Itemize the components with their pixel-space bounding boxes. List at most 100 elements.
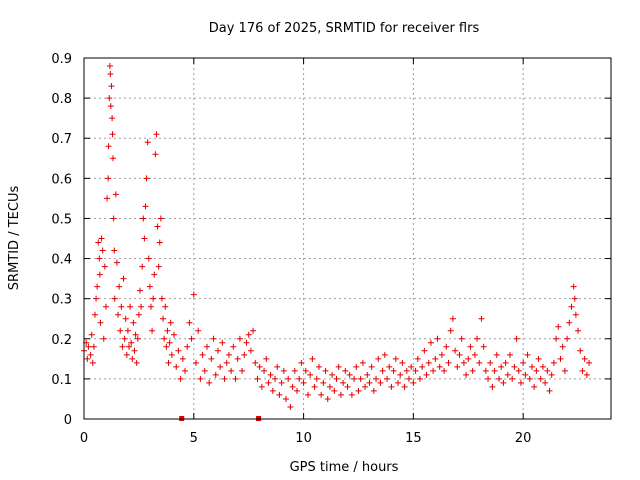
data-point — [254, 375, 261, 382]
x-tick-label: 20 — [515, 431, 532, 446]
data-point — [102, 303, 109, 310]
data-point — [566, 319, 573, 326]
data-point — [561, 367, 568, 374]
data-point — [177, 375, 184, 382]
data-point — [476, 359, 483, 366]
data-point — [252, 359, 259, 366]
data-point — [436, 363, 443, 370]
data-point — [550, 359, 557, 366]
data-point — [105, 175, 112, 182]
data-point — [504, 371, 511, 378]
data-point — [190, 291, 197, 298]
data-point — [236, 335, 243, 342]
data-point — [112, 191, 119, 198]
data-point — [405, 375, 412, 382]
data-point — [141, 235, 148, 242]
y-tick-label: 0.9 — [51, 52, 72, 67]
data-point — [366, 379, 373, 386]
data-point — [206, 379, 213, 386]
data-point — [208, 355, 215, 362]
data-point — [245, 331, 252, 338]
data-point — [408, 363, 415, 370]
data-point — [390, 367, 397, 374]
data-point — [162, 303, 169, 310]
data-point — [463, 371, 470, 378]
data-point — [348, 391, 355, 398]
data-point — [289, 383, 296, 390]
data-point — [135, 311, 142, 318]
data-point — [121, 335, 128, 342]
data-point — [373, 375, 380, 382]
data-point — [544, 367, 551, 374]
data-point — [111, 295, 118, 302]
data-point — [90, 343, 97, 350]
data-point — [438, 351, 445, 358]
data-point — [265, 379, 272, 386]
data-point — [192, 359, 199, 366]
data-point — [163, 343, 170, 350]
data-point — [326, 383, 333, 390]
data-point — [399, 359, 406, 366]
data-point — [166, 339, 173, 346]
data-point — [219, 339, 226, 346]
data-point — [531, 383, 538, 390]
data-point — [471, 351, 478, 358]
data-point — [583, 371, 590, 378]
data-point — [572, 311, 579, 318]
data-point — [134, 335, 141, 342]
data-point — [258, 383, 265, 390]
data-point — [122, 315, 129, 322]
data-point — [482, 367, 489, 374]
data-point — [156, 239, 163, 246]
data-point — [212, 371, 219, 378]
data-point — [139, 263, 146, 270]
data-point — [313, 375, 320, 382]
data-point — [474, 335, 481, 342]
data-point — [522, 371, 529, 378]
data-point — [487, 359, 494, 366]
data-point — [537, 375, 544, 382]
x-tick-label: 15 — [405, 431, 422, 446]
data-point — [145, 255, 152, 262]
data-point — [97, 319, 104, 326]
data-point — [353, 363, 360, 370]
data-point — [421, 347, 428, 354]
y-tick-label: 0.5 — [51, 212, 72, 227]
data-point — [430, 367, 437, 374]
data-point — [107, 103, 114, 110]
data-point — [458, 335, 465, 342]
data-point — [443, 343, 450, 350]
data-point — [158, 295, 165, 302]
data-point — [296, 375, 303, 382]
data-point — [217, 363, 224, 370]
data-point — [269, 387, 276, 394]
data-point — [168, 351, 175, 358]
data-point — [263, 355, 270, 362]
data-point — [147, 303, 154, 310]
data-point — [362, 383, 369, 390]
data-point — [109, 131, 116, 138]
data-point — [136, 287, 143, 294]
data-point — [157, 215, 164, 222]
data-point — [165, 359, 172, 366]
data-point — [182, 367, 189, 374]
data-point — [210, 335, 217, 342]
data-point — [127, 303, 134, 310]
data-point — [91, 311, 98, 318]
data-point — [131, 347, 138, 354]
data-point — [96, 255, 103, 262]
data-point — [117, 327, 124, 334]
data-point — [320, 379, 327, 386]
data-point — [109, 155, 116, 162]
y-tick-label: 0.6 — [51, 172, 72, 187]
data-point — [99, 247, 106, 254]
data-point — [555, 323, 562, 330]
data-point — [575, 327, 582, 334]
data-point — [153, 131, 160, 138]
data-point — [124, 327, 131, 334]
y-tick-label: 0.1 — [51, 373, 72, 388]
data-point — [511, 363, 518, 370]
data-point — [274, 363, 281, 370]
data-point — [155, 263, 162, 270]
